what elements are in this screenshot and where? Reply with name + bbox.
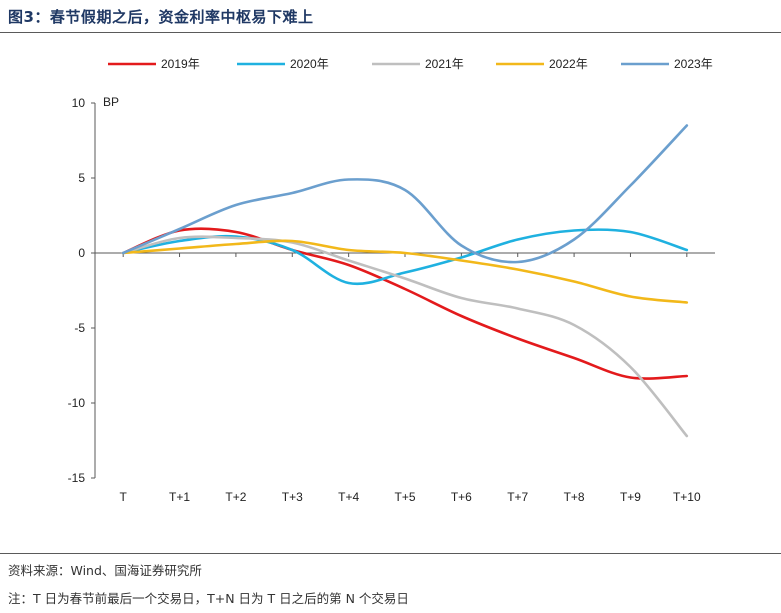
axes: 10 5 0 -5 -10 -15 T T+1 T+2 T+3 T+4 T+5 T+6 T+7 T+8 T+9…: [68, 95, 715, 504]
x-tick-label: T+9: [620, 490, 641, 504]
y-tick-label: -15: [68, 471, 86, 485]
x-tick-label: T+10: [673, 490, 701, 504]
legend-label: 2019年: [161, 57, 200, 71]
x-tick-label: T+5: [394, 490, 415, 504]
x-tick-label: T+6: [451, 490, 472, 504]
series-layer: [121, 124, 689, 438]
y-tick-label: 10: [72, 96, 86, 110]
footer-divider: [0, 553, 781, 554]
x-tick-label: T+2: [225, 490, 246, 504]
footnote: 注：T 日为春节前最后一个交易日，T+N 日为 T 日之后的第 N 个交易日: [8, 591, 409, 606]
series-line-5: [121, 124, 689, 264]
source-note: 资料来源：Wind、国海证券研究所: [8, 563, 202, 578]
legend: 2019年 2020年 2021年 2022年 2023年: [108, 57, 713, 71]
y-tick-label: 0: [78, 246, 85, 260]
y-tick-label: -5: [74, 321, 85, 335]
x-tick-label: T: [120, 490, 128, 504]
title-divider: [0, 32, 781, 33]
x-tick-label: T+3: [282, 490, 303, 504]
series-line-1: [121, 227, 689, 380]
x-tick-label: T+7: [507, 490, 528, 504]
series-line-3: [121, 235, 689, 438]
x-tick-label: T+4: [338, 490, 359, 504]
y-axis-label: BP: [103, 95, 119, 109]
y-tick-label: -10: [68, 396, 86, 410]
x-tick-label: T+1: [169, 490, 190, 504]
series-line-4: [121, 239, 689, 304]
line-chart: 10 5 0 -5 -10 -15 T T+1 T+2 T+3 T+4 T+5 T+6 T+7 T+8 T+9…: [68, 57, 715, 504]
legend-label: 2022年: [549, 57, 588, 71]
x-tick-label: T+8: [564, 490, 585, 504]
y-tick-label: 5: [78, 171, 85, 185]
legend-label: 2021年: [425, 57, 464, 71]
chart-title: 图3：春节假期之后，资金利率中枢易下难上: [8, 8, 314, 26]
legend-label: 2023年: [674, 57, 713, 71]
legend-label: 2020年: [290, 57, 329, 71]
